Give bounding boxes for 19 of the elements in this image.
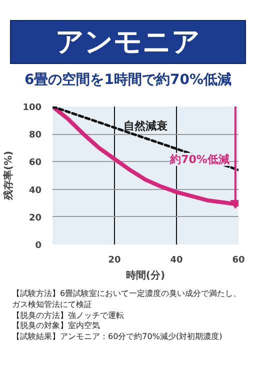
y-axis-title: 残存率(%) [2, 150, 15, 202]
text: 【脱臭の対象】室内空気 [12, 321, 100, 330]
chart-subtitle: 6畳の空間を1時間で約70%低減 [24, 71, 232, 89]
text: 【試験結果】アンモニア：60分で約70%減少(対初期濃度) [12, 332, 222, 342]
x-tick-label: 40 [170, 256, 183, 266]
x-tick-label: 60 [232, 256, 245, 266]
x-tick-label: 20 [108, 256, 121, 266]
y-tick-label: 0 [35, 241, 42, 251]
y-tick-label: 80 [28, 130, 42, 141]
series-label: 自然減衰 [124, 120, 168, 133]
chart-title: アンモニア [10, 20, 246, 64]
y-tick-label: 40 [28, 186, 42, 196]
text: 【試験方法】6畳試験室において一定濃度の臭い成分で満たし、ガス検知管法にて検証 [12, 289, 242, 309]
y-tick-label: 20 [28, 213, 42, 224]
y-tick-label: 60 [28, 158, 42, 168]
x-axis-title: 時間(分) [126, 270, 166, 282]
text: 【脱臭の方法】強ノッチで運転 [12, 310, 124, 320]
annotation: 約70%低減 [169, 152, 230, 166]
y-tick-label: 100 [22, 103, 42, 113]
